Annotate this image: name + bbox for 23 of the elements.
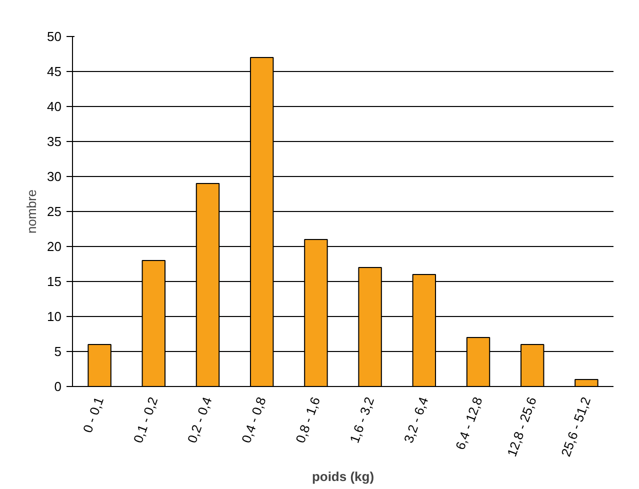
y-tick-label: 15 — [47, 274, 62, 289]
y-tick-label: 25 — [47, 204, 62, 219]
x-tick-label: 0,8 - 1,6 — [292, 394, 323, 445]
x-axis-title: poids (kg) — [312, 469, 374, 484]
y-tick-label: 40 — [47, 99, 62, 114]
y-tick-label: 30 — [47, 169, 62, 184]
x-tick-label: 0,2 - 0,4 — [184, 394, 215, 445]
y-tick-label: 10 — [47, 309, 62, 324]
y-tick-label: 45 — [47, 64, 62, 79]
x-tick-label: 3,2 - 6,4 — [400, 394, 432, 445]
y-tick-label: 0 — [54, 379, 62, 394]
x-tick-label: 6,4 - 12,8 — [452, 394, 486, 452]
y-tick-label: 5 — [54, 344, 62, 359]
x-tick-label: 0 - 0,1 — [80, 394, 107, 435]
y-tick-label: 50 — [47, 29, 62, 44]
x-tick-label: 0,4 - 0,8 — [238, 394, 269, 445]
x-tick-label: 12,8 - 25,6 — [504, 394, 540, 458]
x-tick-label: 0,1 - 0,2 — [130, 394, 161, 445]
y-tick-label: 35 — [47, 134, 62, 149]
y-axis-title: nombre — [24, 189, 40, 234]
x-tick-label: 1,6 - 3,2 — [346, 394, 378, 445]
y-tick-label: 20 — [47, 239, 62, 254]
x-tick-label: 25,6 - 51,2 — [558, 394, 594, 458]
